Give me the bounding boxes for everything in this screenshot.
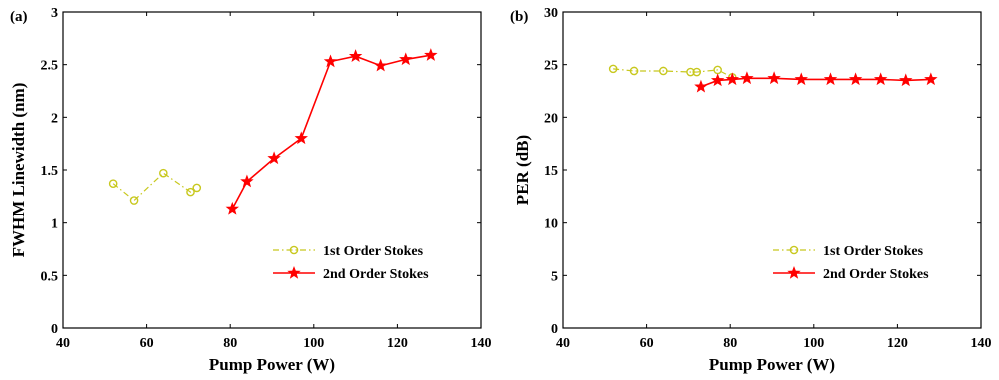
- y-tick-label: 30: [544, 6, 558, 21]
- x-tick-label: 100: [803, 336, 824, 351]
- data-point-2: [424, 48, 438, 61]
- data-point-2: [240, 174, 254, 188]
- y-tick-label: 2: [51, 111, 58, 126]
- panel-label: (b): [510, 9, 528, 25]
- data-point-2: [823, 72, 838, 86]
- y-tick-label: 25: [544, 59, 558, 74]
- x-tick-label: 80: [723, 336, 737, 351]
- data-point-1: [686, 67, 695, 77]
- chart-panel-a: 40 60 80 100 120 140 0 0.5 1 1.5 2 2.5 3 Pump Power (…: [9, 6, 492, 374]
- x-axis-label: Pump Power (W): [709, 355, 835, 374]
- legend-marker-2: [287, 265, 301, 279]
- legend-marker-1: [289, 245, 299, 255]
- y-tick-label: 0.5: [41, 269, 59, 284]
- data-point-2: [294, 131, 308, 145]
- y-tick-label: 1.5: [41, 164, 59, 179]
- y-tick-label: 0: [51, 322, 58, 337]
- series-line-1: [112, 172, 198, 202]
- x-tick-label: 80: [223, 336, 237, 351]
- series-line-2: [231, 54, 431, 210]
- x-tick-label: 40: [556, 336, 570, 351]
- data-point-1: [129, 196, 139, 205]
- x-tick-label: 120: [887, 336, 908, 351]
- data-point-2: [924, 72, 938, 86]
- data-point-2: [348, 49, 363, 62]
- data-point-2: [873, 72, 888, 86]
- legend-marker-2: [787, 265, 801, 279]
- y-tick-label: 15: [544, 164, 558, 179]
- data-point-1: [608, 64, 618, 74]
- data-point-2: [725, 72, 740, 86]
- y-tick-label: 1: [51, 217, 58, 232]
- x-tick-label: 120: [387, 336, 408, 351]
- x-tick-label: 100: [303, 336, 324, 351]
- legend-marker-1: [789, 245, 799, 255]
- y-tick-label: 3: [51, 6, 58, 21]
- legend-label-2: 2nd Order Stokes: [823, 267, 929, 282]
- chart-panel-b: 40 60 80 100 120 140 0 5 10 15 20 25 30 Pump Power (W…: [510, 6, 992, 374]
- x-tick-label: 40: [56, 336, 70, 351]
- data-point-1: [629, 66, 639, 76]
- data-point-2: [323, 54, 338, 68]
- legend: 1st Order Stokes 2nd Order Stokes: [773, 244, 929, 282]
- x-tick-label: 60: [140, 336, 154, 351]
- data-point-2: [794, 72, 808, 86]
- data-point-2: [767, 71, 781, 85]
- data-point-1: [108, 179, 118, 188]
- data-point-1: [159, 168, 168, 178]
- y-tick-label: 2.5: [41, 59, 59, 74]
- data-point-2: [899, 73, 913, 87]
- y-axis-label: PER (dB): [513, 135, 532, 205]
- legend-label-2: 2nd Order Stokes: [323, 267, 429, 282]
- legend: 1st Order Stokes 2nd Order Stokes: [273, 244, 429, 282]
- data-point-2: [225, 201, 240, 215]
- y-axis-label: FWHM Linewidth (nm): [9, 83, 28, 258]
- x-tick-label: 140: [471, 336, 492, 351]
- panel-label: (a): [10, 9, 28, 25]
- legend-label-1: 1st Order Stokes: [323, 244, 424, 259]
- data-point-2: [399, 52, 413, 66]
- data-point-1: [692, 67, 702, 77]
- data-point-1: [186, 187, 195, 197]
- data-point-2: [740, 71, 754, 85]
- data-point-2: [710, 73, 725, 87]
- legend-label-1: 1st Order Stokes: [823, 244, 924, 259]
- x-axis-label: Pump Power (W): [209, 355, 335, 374]
- x-tick-label: 60: [640, 336, 654, 351]
- data-point-2: [848, 72, 863, 86]
- series-line-1: [613, 68, 733, 78]
- y-tick-label: 0: [551, 322, 558, 337]
- data-point-2: [694, 79, 708, 93]
- x-tick-label: 140: [971, 336, 992, 351]
- y-tick-label: 5: [551, 269, 558, 284]
- data-point-2: [373, 58, 388, 72]
- y-tick-label: 10: [544, 217, 558, 232]
- data-point-2: [267, 151, 281, 165]
- data-point-1: [659, 66, 668, 76]
- y-tick-label: 20: [544, 111, 558, 126]
- data-point-1: [192, 183, 202, 193]
